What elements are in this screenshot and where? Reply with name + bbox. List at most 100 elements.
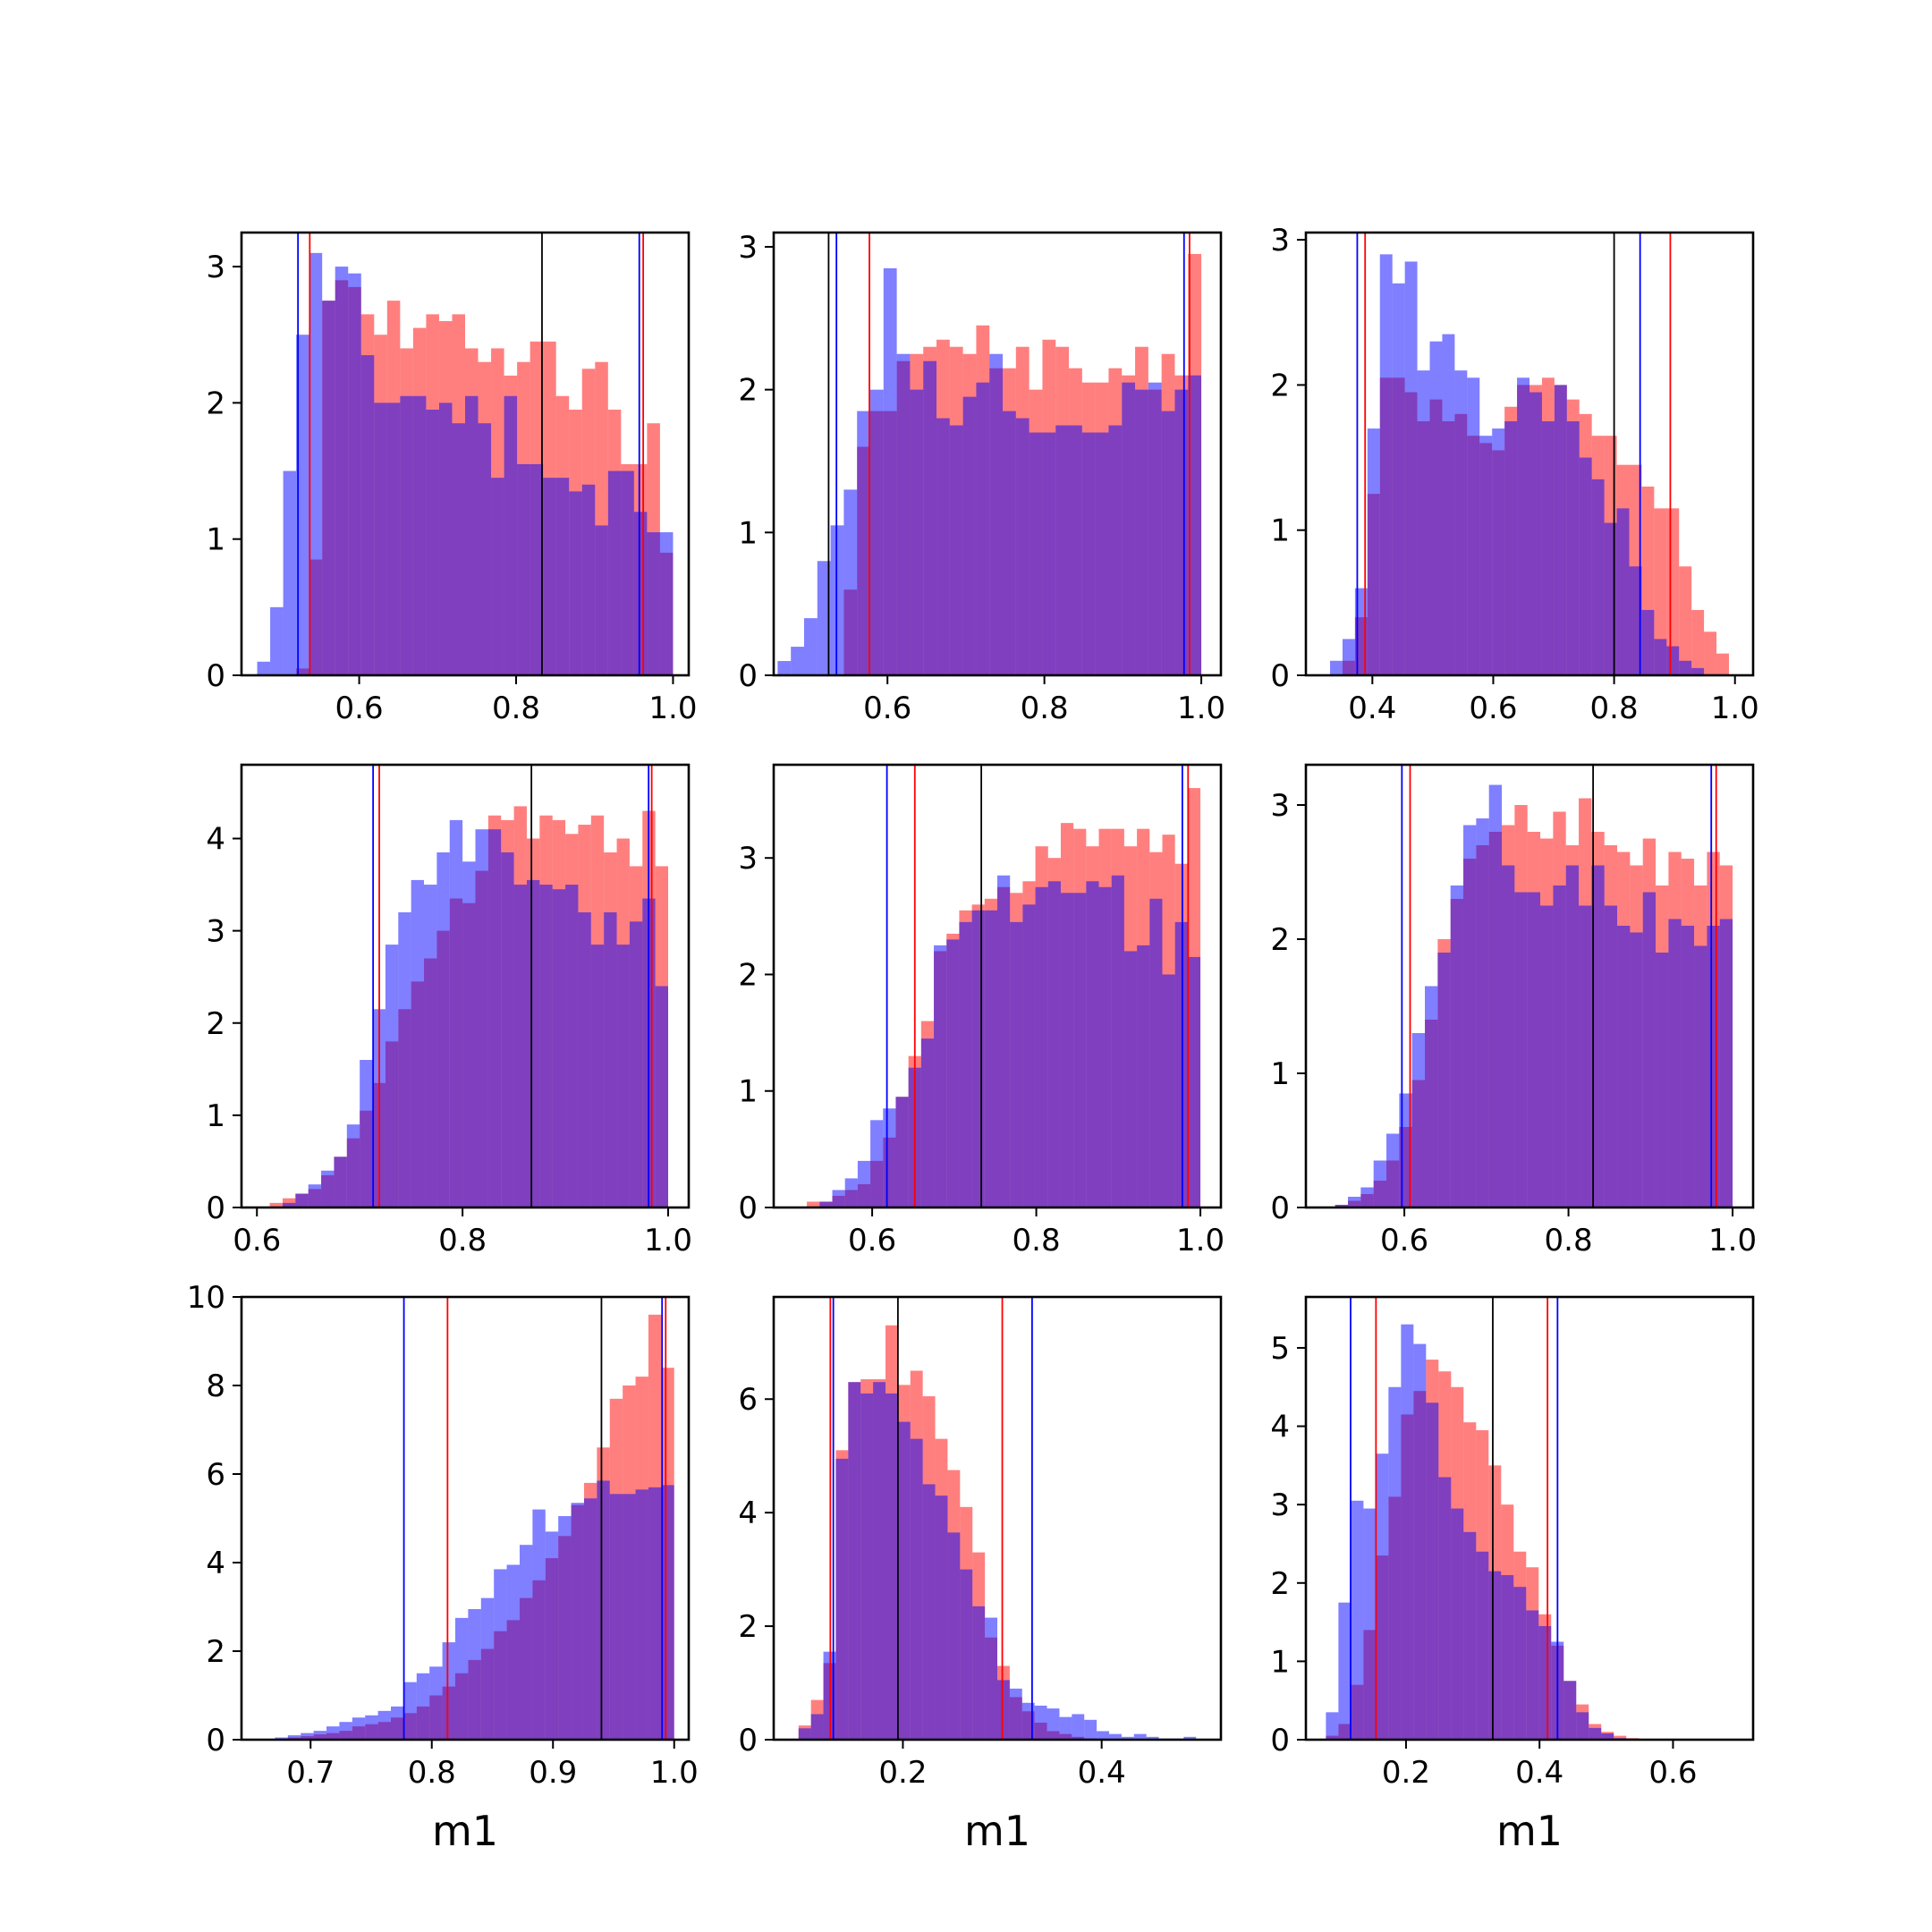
x-tick-label: 1.0 [648,691,697,726]
histogram-bar [803,618,818,675]
plot-area [777,233,1202,675]
y-tick-label: 0 [738,1723,758,1758]
histogram-bar [1719,919,1733,1208]
histogram-bar [308,1184,322,1208]
histogram-bar [313,1731,327,1740]
histogram-bar [426,410,439,675]
histogram-bar [1046,1708,1060,1740]
y-tick-label: 1 [738,1074,758,1110]
histogram-bar [1591,865,1605,1208]
histogram-bar [1373,1160,1387,1208]
histogram-bar [1042,432,1056,675]
histogram-bar [1022,904,1036,1208]
histogram-bar [835,1458,849,1740]
histogram-bar [1010,921,1023,1208]
histogram-bar [1463,1531,1477,1740]
plot-area [1330,233,1729,675]
histogram-bar [569,491,582,675]
y-tick-label: 0 [1270,1191,1290,1226]
histogram-bar [1463,825,1477,1208]
histogram-bar [844,1178,858,1208]
histogram-bar [571,1503,584,1740]
histogram-bar [1404,261,1418,675]
y-tick-label: 1 [738,515,758,551]
histogram-bar [1122,382,1136,675]
histogram-bar [1015,418,1030,675]
y-tick-label: 0 [738,658,758,694]
y-tick-label: 3 [738,841,758,877]
series-blue [798,1382,1197,1740]
histogram-bar [257,661,271,675]
y-tick-label: 2 [1270,368,1290,403]
histogram-bar [1530,392,1542,675]
histogram-bar [661,1485,674,1740]
y-tick-label: 1 [206,522,225,558]
histogram-bar [1716,653,1729,675]
histogram-bar [609,1494,623,1740]
histogram-bar [545,1531,559,1740]
y-tick-label: 4 [206,822,225,858]
histogram-bar [976,382,990,675]
histogram-bar [391,1706,404,1740]
axes-frame [240,1295,691,1741]
histogram-bar [475,829,488,1208]
histogram-bar [1527,892,1541,1208]
histogram-bar [296,335,309,675]
histogram-bar [1492,428,1505,675]
histogram-bar [1513,1587,1527,1740]
histogram-bar [504,395,518,675]
histogram-bar [1029,432,1043,675]
histogram-bar [1035,886,1048,1208]
histogram-bar [883,267,897,675]
histogram-bar [1034,1705,1047,1740]
histogram-bar [1109,1733,1122,1740]
axes-frame [1304,1295,1755,1741]
histogram-bar [270,606,284,675]
histogram-bar [1401,1324,1414,1740]
histogram-bar [807,1201,820,1208]
histogram-bar [501,852,514,1208]
histogram-bar [1121,1736,1134,1740]
x-tick-label: 0.8 [1021,691,1069,726]
histogram-bar [1363,1508,1377,1740]
histogram-bar [403,1682,417,1740]
histogram-bar [1488,1571,1502,1740]
histogram-bar [1614,1735,1627,1740]
histogram-bar [1111,875,1124,1208]
histogram-bar [616,945,630,1208]
histogram-bar [1502,865,1515,1208]
histogram-bar [578,912,591,1208]
histogram-bar [552,889,566,1208]
y-tick-label: 6 [738,1382,758,1418]
histogram-bar [555,478,570,675]
histogram-bar [1417,370,1430,675]
histogram-bar [843,489,858,675]
histogram-bar [595,525,608,675]
histogram-bar [339,1722,352,1740]
histogram-bar [659,532,674,675]
x-tick-label: 1.0 [1176,1223,1224,1258]
histogram-bar [513,885,527,1208]
histogram-bar [936,418,950,675]
histogram-bar [411,879,425,1208]
plot-area [269,765,669,1208]
histogram-bar [374,402,387,675]
x-tick-label: 1.0 [1177,691,1225,726]
series-blue [262,1480,674,1740]
axes-frame [772,1295,1223,1741]
histogram-bar [438,402,453,675]
histogram-bar [478,423,492,675]
histogram-bar [1691,609,1705,675]
histogram-bar [1086,881,1099,1208]
axes-frame [240,231,691,677]
histogram-bar [1187,956,1201,1208]
histogram-bar [1095,432,1109,675]
histogram-bar [922,1484,936,1740]
axes-frame [772,231,1223,677]
histogram-bar [1376,1453,1389,1740]
histogram-bar [959,921,972,1208]
histogram-bar [1691,667,1705,675]
y-tick-label: 2 [738,957,758,993]
histogram-bar [819,1201,833,1208]
histogram-bar [377,1710,392,1740]
